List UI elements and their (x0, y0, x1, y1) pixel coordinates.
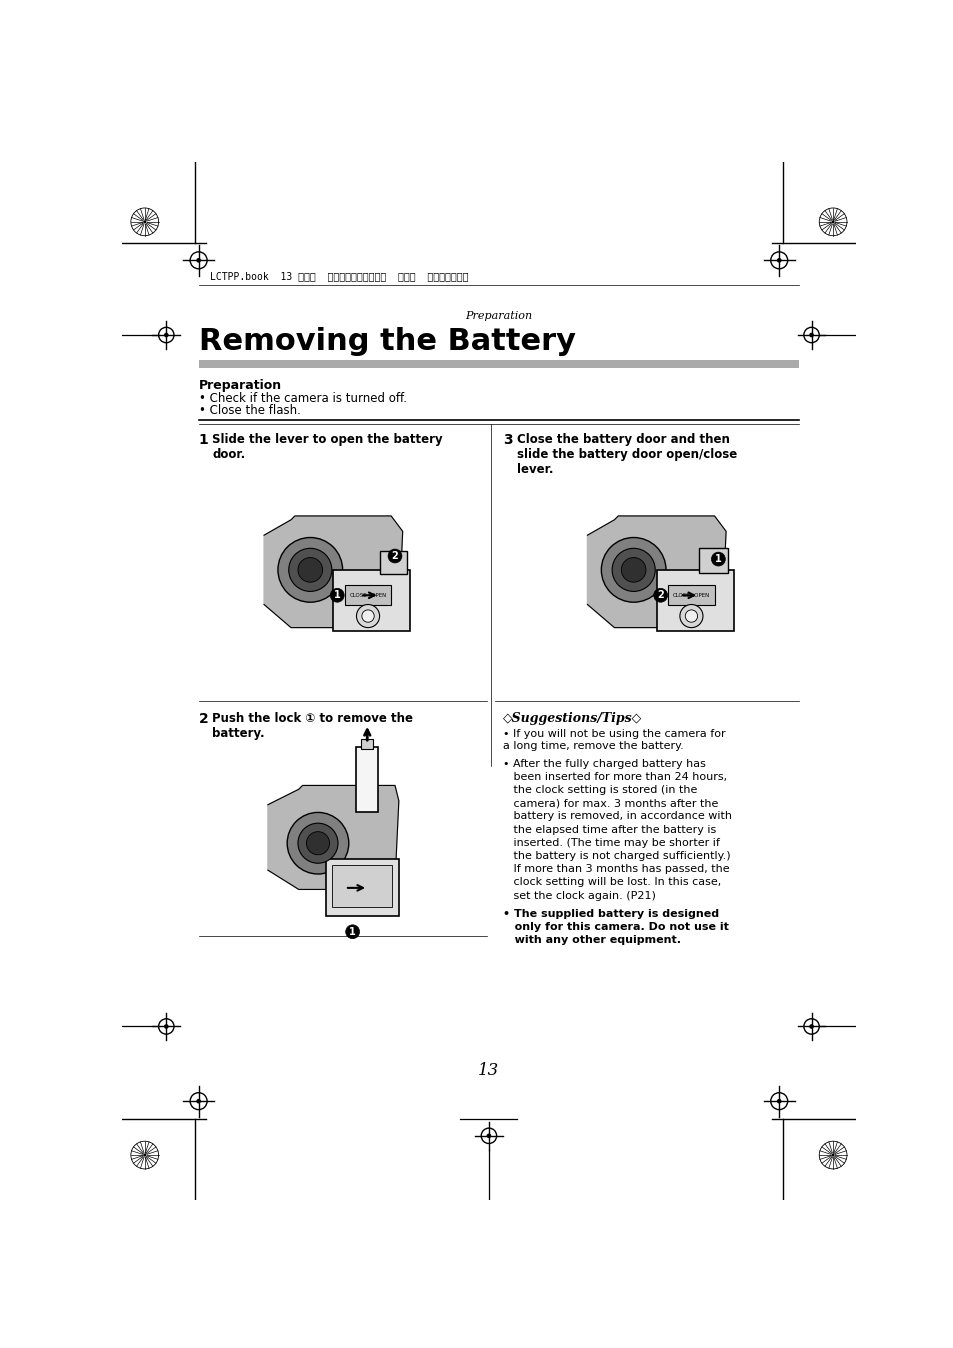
Text: ◇Suggestions/Tips◇: ◇Suggestions/Tips◇ (502, 712, 641, 724)
Circle shape (684, 609, 697, 623)
Circle shape (808, 333, 813, 337)
Bar (361, 739, 373, 748)
Text: 1: 1 (714, 554, 721, 563)
Circle shape (306, 832, 329, 855)
Circle shape (356, 604, 379, 628)
Circle shape (679, 604, 702, 628)
Circle shape (653, 588, 667, 603)
Text: 2: 2 (198, 712, 208, 725)
Text: Removing the Battery: Removing the Battery (198, 328, 575, 356)
Circle shape (277, 538, 342, 603)
Circle shape (776, 257, 781, 263)
Circle shape (164, 333, 169, 337)
Text: Push the lock ① to remove the
battery.: Push the lock ① to remove the battery. (213, 712, 413, 740)
Circle shape (808, 1024, 813, 1029)
Circle shape (486, 1134, 491, 1138)
Text: 2: 2 (657, 590, 663, 600)
Circle shape (620, 558, 645, 582)
Circle shape (831, 1154, 834, 1157)
Text: 1: 1 (349, 927, 355, 937)
Bar (332, 865, 392, 907)
Circle shape (287, 813, 349, 874)
Circle shape (164, 1024, 169, 1029)
Circle shape (297, 558, 322, 582)
Circle shape (143, 220, 146, 224)
Circle shape (289, 549, 332, 592)
Text: • The supplied battery is designed
   only for this camera. Do not use it
   wit: • The supplied battery is designed only … (502, 909, 728, 945)
Polygon shape (268, 786, 398, 890)
Bar (656, 570, 733, 631)
Circle shape (612, 549, 655, 592)
Circle shape (711, 553, 724, 566)
Circle shape (143, 1154, 146, 1157)
Text: • After the fully charged battery has
   been inserted for more than 24 hours,
 : • After the fully charged battery has be… (502, 759, 731, 900)
Text: Preparation: Preparation (465, 311, 532, 321)
Bar (379, 550, 406, 574)
Polygon shape (264, 516, 402, 628)
Text: Close the battery door and then
slide the battery door open/close
lever.: Close the battery door and then slide th… (517, 433, 736, 476)
Text: 3: 3 (502, 433, 512, 446)
Bar (325, 859, 398, 917)
Circle shape (361, 609, 374, 623)
Text: Preparation: Preparation (198, 379, 281, 392)
Bar (668, 585, 714, 604)
Circle shape (831, 220, 834, 224)
Text: CLOSE→OPEN: CLOSE→OPEN (672, 593, 709, 597)
Text: 1: 1 (334, 590, 340, 600)
Circle shape (196, 257, 201, 263)
Circle shape (345, 925, 359, 938)
Circle shape (776, 1099, 781, 1104)
Bar (699, 549, 728, 573)
Text: • Check if the camera is turned off.: • Check if the camera is turned off. (198, 392, 406, 404)
Circle shape (196, 1099, 201, 1104)
Text: • If you will not be using the camera for
a long time, remove the battery.: • If you will not be using the camera fo… (502, 729, 724, 751)
Text: CLOSE→OPEN: CLOSE→OPEN (349, 593, 386, 597)
Text: 13: 13 (477, 1062, 499, 1078)
Polygon shape (587, 516, 725, 628)
Text: Slide the lever to open the battery
door.: Slide the lever to open the battery door… (213, 433, 442, 461)
Circle shape (297, 824, 337, 863)
Text: 1: 1 (198, 433, 208, 446)
Circle shape (600, 538, 665, 603)
Text: LCTPP.book  13 ページ  ２００４年１月２６日  月曜日  午後６時５０分: LCTPP.book 13 ページ ２００４年１月２６日 月曜日 午後６時５０分 (210, 271, 468, 280)
Bar (198, 360, 799, 368)
Text: • Close the flash.: • Close the flash. (198, 404, 300, 418)
Circle shape (388, 549, 401, 563)
Text: 2: 2 (391, 551, 398, 561)
Bar (333, 570, 410, 631)
Bar (356, 747, 377, 813)
Bar (345, 585, 391, 604)
Circle shape (330, 588, 344, 603)
